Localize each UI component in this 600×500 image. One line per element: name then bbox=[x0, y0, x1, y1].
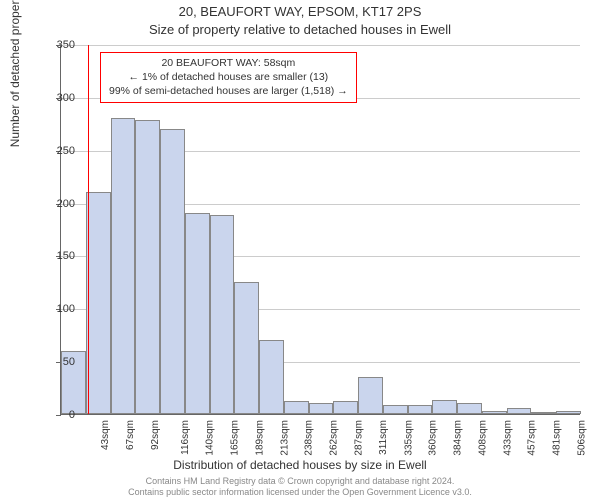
chart-title-line2: Size of property relative to detached ho… bbox=[0, 22, 600, 37]
x-tick-label: 67sqm bbox=[125, 420, 136, 450]
histogram-bar bbox=[383, 405, 408, 415]
x-tick-label: 140sqm bbox=[205, 420, 216, 456]
footer-line-1: Contains HM Land Registry data © Crown c… bbox=[0, 476, 600, 487]
y-tick-label: 350 bbox=[45, 39, 75, 51]
x-tick-label: 165sqm bbox=[230, 420, 241, 456]
x-tick-label: 189sqm bbox=[255, 420, 266, 456]
x-tick-label: 43sqm bbox=[100, 420, 111, 450]
y-tick-label: 100 bbox=[45, 303, 75, 315]
grid-line bbox=[61, 45, 580, 46]
y-tick-label: 250 bbox=[45, 145, 75, 157]
x-tick-label: 116sqm bbox=[180, 420, 191, 455]
x-tick-label: 311sqm bbox=[378, 420, 389, 455]
histogram-bar bbox=[259, 340, 284, 414]
histogram-bar bbox=[111, 118, 136, 414]
x-tick-label: 213sqm bbox=[279, 420, 290, 456]
histogram-bar bbox=[531, 412, 556, 414]
annotation-line-1: 20 BEAUFORT WAY: 58sqm bbox=[109, 56, 348, 70]
histogram-bar bbox=[210, 215, 235, 414]
histogram-bar bbox=[482, 411, 507, 414]
reference-marker-line bbox=[88, 45, 89, 414]
y-tick-label: 150 bbox=[45, 250, 75, 262]
footer-line-2: Contains public sector information licen… bbox=[0, 487, 600, 498]
histogram-bar bbox=[160, 129, 185, 414]
y-tick-label: 0 bbox=[45, 409, 75, 421]
histogram-bar bbox=[333, 401, 358, 414]
x-tick-label: 433sqm bbox=[502, 420, 513, 456]
x-tick-label: 335sqm bbox=[403, 420, 414, 456]
chart-title-line1: 20, BEAUFORT WAY, EPSOM, KT17 2PS bbox=[0, 4, 600, 19]
histogram-bar bbox=[309, 403, 334, 414]
y-tick-label: 50 bbox=[45, 356, 75, 368]
x-tick-label: 262sqm bbox=[329, 420, 340, 456]
histogram-bar bbox=[358, 377, 383, 414]
x-tick-label: 506sqm bbox=[576, 420, 587, 456]
x-tick-label: 360sqm bbox=[428, 420, 439, 456]
histogram-bar bbox=[86, 192, 111, 414]
histogram-bar bbox=[234, 282, 259, 414]
y-tick-label: 200 bbox=[45, 198, 75, 210]
y-tick-label: 300 bbox=[45, 92, 75, 104]
x-tick-label: 384sqm bbox=[453, 420, 464, 456]
histogram-bar bbox=[457, 403, 482, 414]
histogram-bar bbox=[556, 411, 581, 414]
histogram-bar bbox=[432, 400, 457, 414]
histogram-bar bbox=[284, 401, 309, 414]
histogram-bar bbox=[507, 408, 532, 414]
annotation-line-2: ← 1% of detached houses are smaller (13) bbox=[109, 70, 348, 84]
histogram-bar bbox=[135, 120, 160, 414]
x-tick-label: 92sqm bbox=[150, 420, 161, 450]
x-tick-label: 287sqm bbox=[354, 420, 365, 456]
histogram-bar bbox=[408, 405, 433, 415]
x-tick-label: 457sqm bbox=[527, 420, 538, 456]
footer-attribution: Contains HM Land Registry data © Crown c… bbox=[0, 476, 600, 498]
x-axis-label: Distribution of detached houses by size … bbox=[0, 458, 600, 472]
x-tick-label: 238sqm bbox=[304, 420, 315, 456]
histogram-bar bbox=[185, 213, 210, 414]
y-axis-label: Number of detached properties bbox=[8, 0, 22, 147]
annotation-box: 20 BEAUFORT WAY: 58sqm ← 1% of detached … bbox=[100, 52, 357, 103]
annotation-line-3: 99% of semi-detached houses are larger (… bbox=[109, 84, 348, 98]
x-tick-label: 481sqm bbox=[552, 420, 563, 456]
x-tick-label: 408sqm bbox=[477, 420, 488, 456]
